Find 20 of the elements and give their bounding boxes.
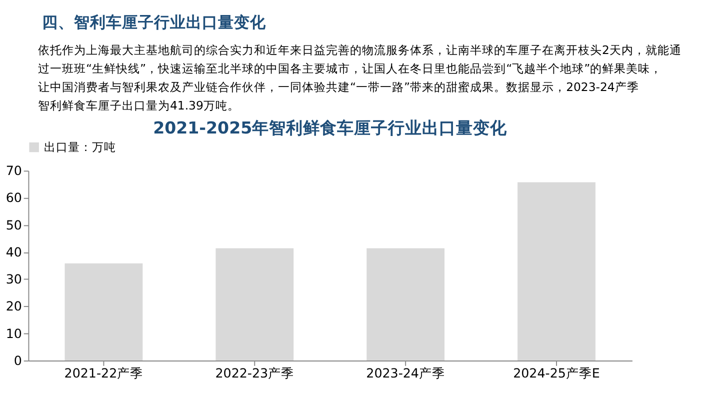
bar bbox=[216, 248, 294, 361]
y-tick-label: 20 bbox=[6, 298, 22, 314]
y-tick-label: 10 bbox=[6, 326, 22, 341]
legend-label: 出口量：万吨 bbox=[44, 140, 116, 154]
x-tick-label: 2023-24产季 bbox=[366, 366, 445, 381]
y-tick-label: 70 bbox=[6, 163, 22, 178]
bar bbox=[518, 182, 596, 361]
x-tick-label: 2024-25产季E bbox=[513, 366, 600, 381]
y-tick-label: 60 bbox=[6, 190, 22, 206]
y-tick-label: 40 bbox=[6, 244, 22, 260]
chart-title: 2021-2025年智利鲜食车厘子行业出口量变化 bbox=[153, 118, 508, 138]
x-tick-label: 2022-23产季 bbox=[215, 366, 294, 381]
x-tick-label: 2021-22产季 bbox=[64, 366, 144, 381]
bar bbox=[64, 263, 143, 361]
bar bbox=[366, 248, 445, 361]
y-tick-label: 0 bbox=[14, 352, 22, 368]
y-tick-label: 30 bbox=[6, 272, 22, 287]
text: 四、智利车厘子行业出口量变化 bbox=[42, 14, 267, 32]
y-tick-label: 50 bbox=[6, 217, 22, 232]
text: 依托作为上海最大主基地航司的综合实力和近年来日益完善的物流服务体系，让南半球的车厘子在离开枝头2天内，就能通过一班班“生鲜快线”，快速运输至北半球的中国各主要城市，让国人在冬日里也能品尝到“飞越半个地球”的鲜果美味，让中国消费者与智利果农及产业链合作伙伴，一同体验共建“一带一路”带来的甜蜜成果。数据显示，2023-24产季智利鲜食车厘子出口量为41.39万吨。 bbox=[38, 42, 682, 112]
